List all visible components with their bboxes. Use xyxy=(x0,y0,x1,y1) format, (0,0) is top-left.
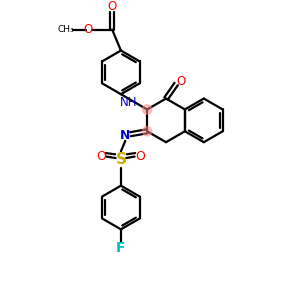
Circle shape xyxy=(142,105,152,114)
Text: O: O xyxy=(177,75,186,88)
Text: N: N xyxy=(120,129,130,142)
Text: F: F xyxy=(116,241,126,255)
Text: O: O xyxy=(96,150,106,163)
Text: S: S xyxy=(116,152,126,167)
Text: O: O xyxy=(108,0,117,14)
Circle shape xyxy=(142,127,152,136)
Text: NH: NH xyxy=(119,96,137,109)
Text: CH₃: CH₃ xyxy=(57,25,74,34)
Text: O: O xyxy=(135,150,145,163)
Text: O: O xyxy=(83,23,93,36)
